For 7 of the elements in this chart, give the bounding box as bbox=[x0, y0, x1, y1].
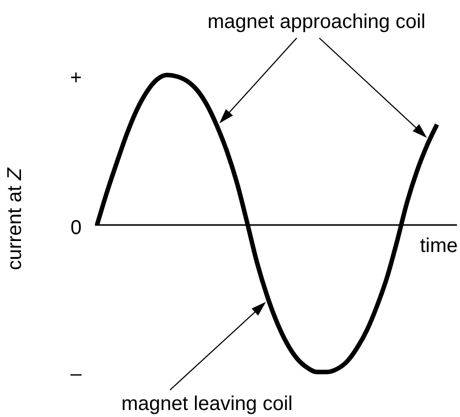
text: magnet leaving coil bbox=[121, 393, 293, 415]
x-axis-title: time bbox=[420, 235, 458, 257]
text: + bbox=[70, 67, 82, 89]
text: 0 bbox=[70, 217, 82, 239]
text: – bbox=[70, 363, 82, 385]
y-axis-title: current at Z bbox=[4, 167, 26, 270]
text: magnet approaching coil bbox=[208, 11, 426, 33]
